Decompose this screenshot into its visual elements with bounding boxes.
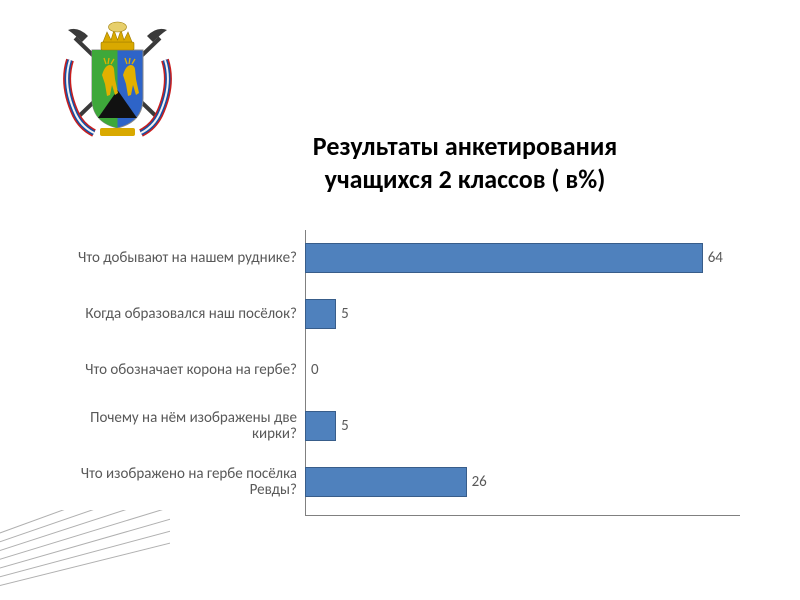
chart-bar: 5 bbox=[305, 299, 336, 329]
chart-bar-value: 64 bbox=[708, 249, 723, 267]
chart-bar-value: 5 bbox=[341, 305, 349, 323]
chart-category-label: Когда образовался наш посёлок? bbox=[60, 306, 305, 323]
chart-plot-cell: 0 bbox=[305, 342, 740, 398]
chart-category-label: Что обозначает корона на гербе? bbox=[60, 362, 305, 379]
chart-row: Что добывают на нашем руднике?64 bbox=[60, 230, 740, 286]
chart-bar: 26 bbox=[305, 467, 467, 497]
chart-category-label: Что изображено на гербе посёлка Ревды? bbox=[60, 466, 305, 499]
chart-bar: 64 bbox=[305, 243, 703, 273]
coat-of-arms bbox=[60, 20, 175, 140]
chart-bar: 5 bbox=[305, 411, 336, 441]
chart-bar-value: 0 bbox=[311, 361, 319, 379]
chart-category-label: Почему на нём изображены две кирки? bbox=[60, 410, 305, 443]
chart-plot-cell: 64 bbox=[305, 230, 740, 286]
chart-row: Почему на нём изображены две кирки?5 bbox=[60, 398, 740, 454]
survey-bar-chart: Что добывают на нашем руднике?64Когда об… bbox=[60, 230, 740, 520]
corner-decoration bbox=[0, 510, 170, 600]
title-line-1: Результаты анкетирования bbox=[190, 130, 740, 163]
chart-bar-value: 5 bbox=[341, 417, 349, 435]
chart-category-label: Что добывают на нашем руднике? bbox=[60, 250, 305, 267]
chart-row: Что обозначает корона на гербе? 0 bbox=[60, 342, 740, 398]
chart-row: Что изображено на гербе посёлка Ревды?26 bbox=[60, 454, 740, 510]
title-line-2: учащихся 2 классов ( в%) bbox=[190, 163, 740, 196]
page-title: Результаты анкетирования учащихся 2 клас… bbox=[190, 130, 740, 195]
chart-bar-value: 26 bbox=[472, 473, 487, 491]
coat-of-arms-svg bbox=[60, 20, 175, 140]
chart-plot-cell: 5 bbox=[305, 286, 740, 342]
chart-plot-cell: 5 bbox=[305, 398, 740, 454]
chart-plot-cell: 26 bbox=[305, 454, 740, 510]
chart-row: Когда образовался наш посёлок?5 bbox=[60, 286, 740, 342]
